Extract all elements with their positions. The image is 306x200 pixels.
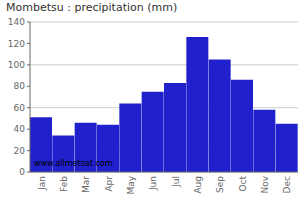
svg-text:Dec: Dec [282,176,292,193]
svg-text:Mar: Mar [81,176,91,193]
svg-text:Nov: Nov [260,175,270,193]
svg-text:40: 40 [14,124,26,134]
svg-text:140: 140 [8,17,25,27]
html-text:Mombetsu : precipitation (mm): Mombetsu : precipitation (mm) [6,1,178,14]
svg-text:Jan: Jan [37,176,47,191]
svg-text:Aug: Aug [193,176,203,194]
svg-text:Sep: Sep [215,176,225,193]
svg-text:120: 120 [8,39,25,49]
svg-text:100: 100 [8,60,25,70]
svg-text:Jul: Jul [171,176,181,188]
html-text:www.allmetsat.com: www.allmetsat.com [34,159,113,168]
svg-text:0: 0 [19,167,25,177]
svg-text:May: May [126,175,136,194]
svg-text:Oct: Oct [238,176,248,192]
svg-text:Feb: Feb [59,176,69,192]
svg-text:20: 20 [14,146,26,156]
svg-text:Jun: Jun [148,176,158,191]
svg-text:80: 80 [14,81,26,91]
svg-text:Apr: Apr [104,176,114,192]
svg-text:60: 60 [14,103,26,113]
